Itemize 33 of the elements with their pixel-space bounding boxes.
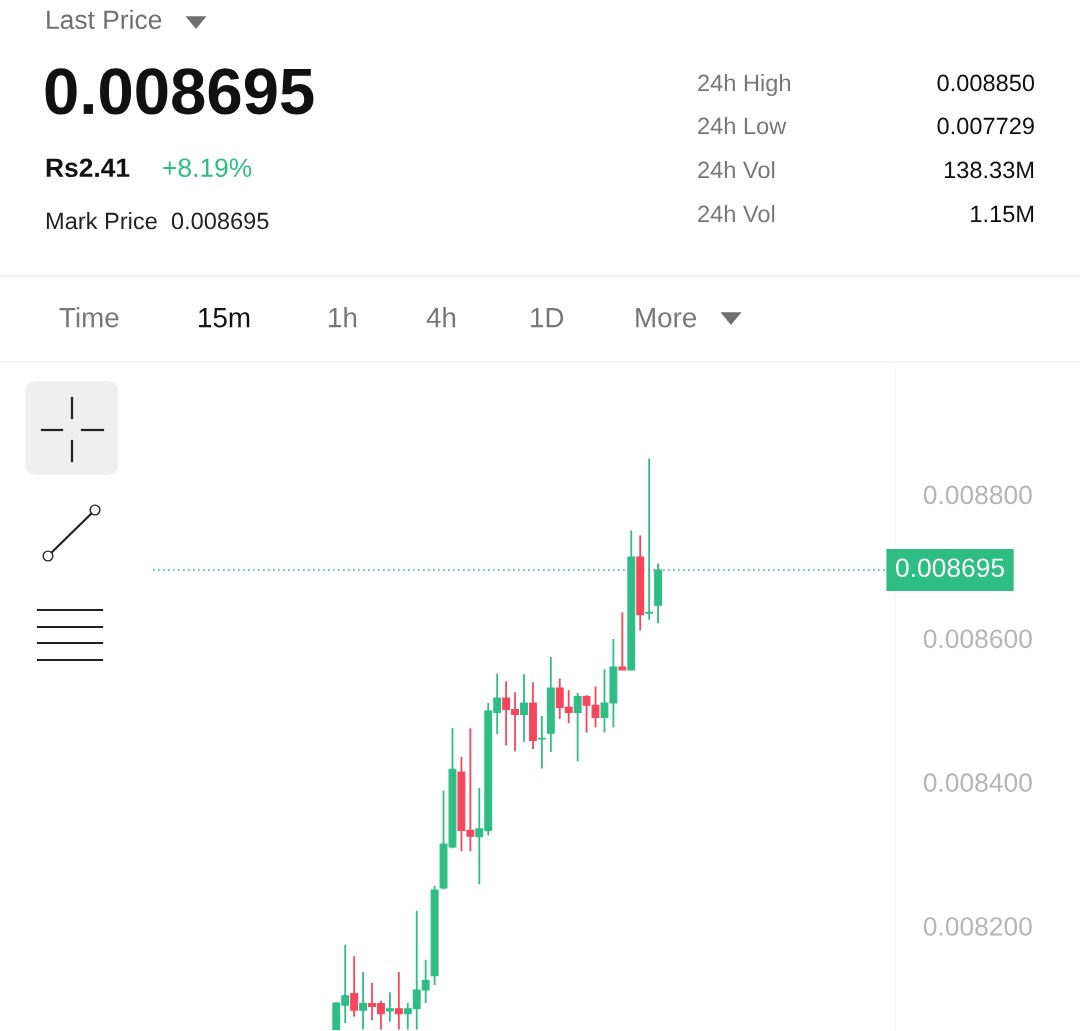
y-tick-label: 0.008400 [923, 773, 1032, 792]
ref-line-label: 0.008695 [896, 558, 1004, 578]
text: +8.19% [163, 158, 252, 178]
y-tick-label: 0.008600 [923, 629, 1032, 649]
chart-subtitle: 0.008695 [45, 68, 314, 115]
candlestick [645, 457, 654, 621]
candlestick [350, 955, 359, 1018]
text: 24h High [698, 74, 790, 96]
candlestick [394, 971, 403, 1031]
text: 1.15M [971, 205, 1034, 223]
text: 24h Vol [698, 205, 775, 223]
chart-title: Last Price [47, 9, 162, 30]
candlestick [385, 991, 394, 1023]
text: 24h Vol [698, 161, 775, 179]
text: 1D [531, 308, 564, 328]
text: 138.33M [944, 161, 1034, 179]
text: More [636, 308, 697, 328]
text: 0.008850 [937, 74, 1035, 92]
text: 1h [329, 307, 357, 328]
candlestick [537, 715, 546, 770]
text: 24h Low [698, 117, 787, 135]
candlestick [618, 611, 627, 671]
text: 15m [199, 308, 250, 328]
candlestick [359, 971, 368, 1031]
text: Time [59, 307, 119, 328]
candlestick [520, 673, 528, 743]
text: 0.007729 [937, 117, 1034, 135]
text: 4h [426, 307, 456, 328]
text: Mark Price 0.008695 [46, 212, 269, 230]
candlestick [573, 692, 582, 763]
y-tick-label: 0.008200 [923, 917, 1032, 936]
text: Rs2.41 [46, 158, 130, 178]
y-tick-label: 0.008800 [923, 485, 1032, 505]
